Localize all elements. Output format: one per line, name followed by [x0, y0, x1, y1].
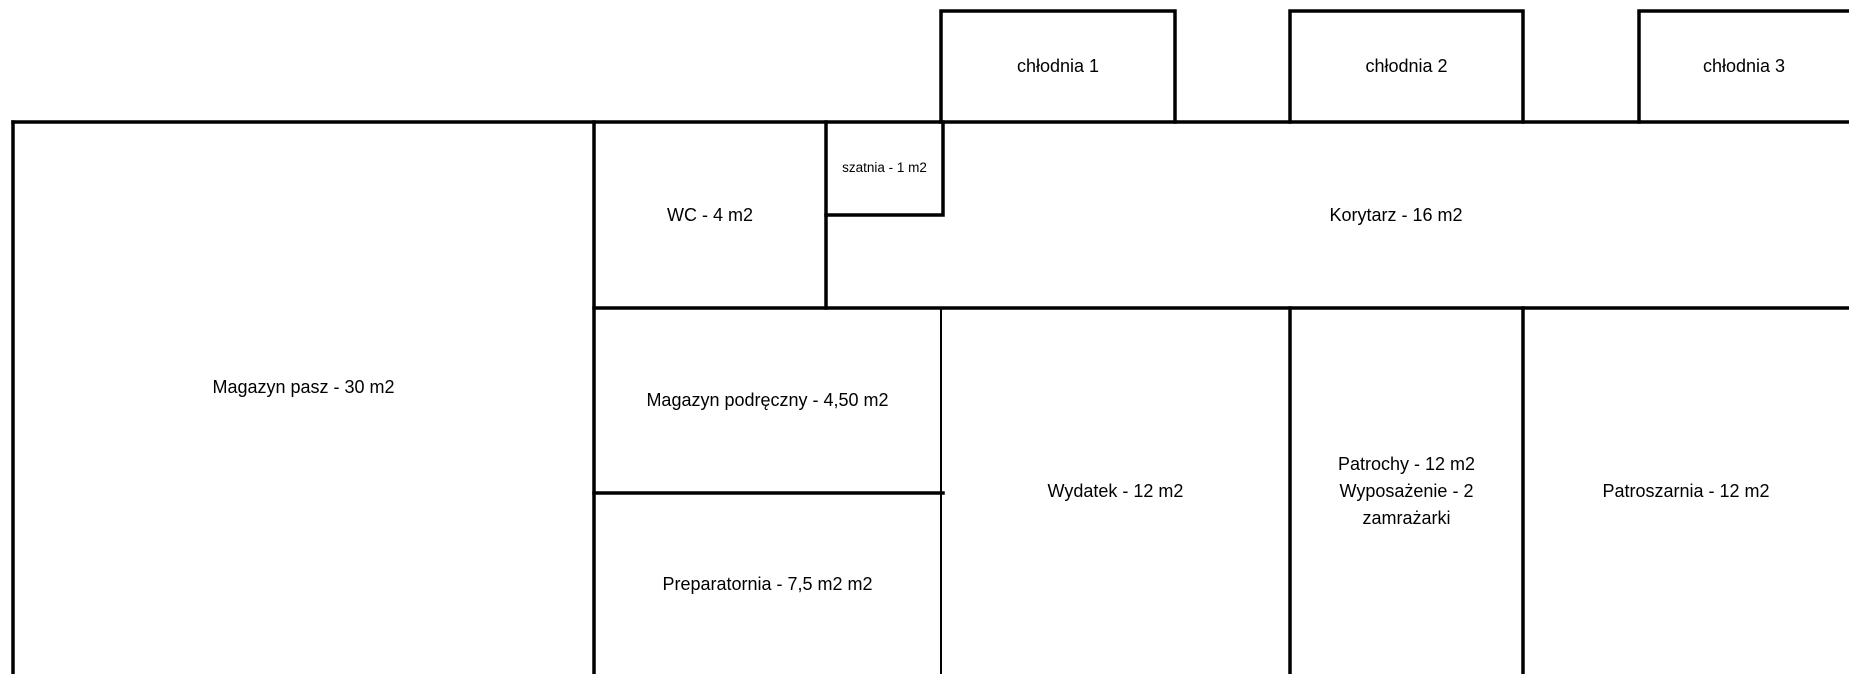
- room-preparatornia-label: Preparatornia - 7,5 m2 m2: [662, 574, 873, 594]
- room-wydatek-label: Wydatek - 12 m2: [1047, 480, 1184, 501]
- room-chlodnia-3-label: chłodnia 3: [1702, 56, 1786, 76]
- room-wc-label: WC - 4 m2: [666, 204, 753, 225]
- room-patrochy-label: Patrochy - 12 m2 Wyposażenie - 2 zamraża…: [1290, 308, 1523, 674]
- room-patrochy-line-2: Wyposażenie - 2: [1339, 480, 1474, 501]
- room-patrochy-line-3: zamrażarki: [1362, 507, 1451, 528]
- room-magazyn-pasz-label: Magazyn pasz - 30 m2: [212, 376, 395, 397]
- wall-chlodnia-1: [939, 9, 1177, 124]
- room-magazyn-podreczny-label: Magazyn podręczny - 4,50 m2: [646, 390, 889, 410]
- wall-chlodnia-2: [1288, 9, 1525, 124]
- room-chlodnia-2-label: chłodnia 2: [1365, 56, 1448, 76]
- wall-szatnia: [824, 120, 945, 217]
- wall-chlodnia-3: [1637, 9, 1849, 124]
- room-korytarz-label: Korytarz - 16 m2: [1329, 204, 1463, 225]
- room-chlodnia-1-label: chłodnia 1: [1016, 56, 1100, 76]
- room-patroszarnia-label: Patroszarnia - 12 m2: [1602, 480, 1770, 501]
- room-patrochy-line-1: Patrochy - 12 m2: [1337, 453, 1476, 474]
- room-szatnia-label: szatnia - 1 m2: [842, 160, 927, 175]
